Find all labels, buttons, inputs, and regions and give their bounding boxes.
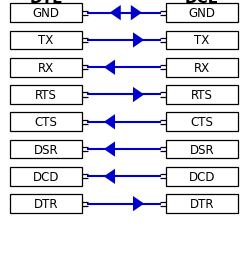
Text: TX: TX [38, 34, 54, 47]
Text: DSR: DSR [33, 143, 58, 156]
Text: DCE: DCE [185, 0, 219, 6]
Polygon shape [104, 115, 115, 130]
Bar [10, 167, 82, 186]
Polygon shape [131, 6, 142, 21]
Bar [166, 59, 238, 77]
Bar [166, 86, 238, 104]
Polygon shape [110, 6, 121, 21]
Bar [10, 4, 82, 23]
Bar [166, 4, 238, 23]
Text: DCD: DCD [189, 170, 215, 183]
Text: CTS: CTS [34, 116, 57, 129]
Text: DTE: DTE [29, 0, 63, 6]
Text: DTR: DTR [34, 197, 58, 210]
Bar [10, 195, 82, 213]
Polygon shape [133, 196, 144, 211]
Bar [166, 140, 238, 159]
Text: CTS: CTS [191, 116, 214, 129]
Bar [166, 195, 238, 213]
Bar [10, 113, 82, 132]
Text: TX: TX [194, 34, 210, 47]
Bar [10, 59, 82, 77]
Text: RTS: RTS [35, 89, 57, 102]
Polygon shape [133, 87, 144, 103]
Polygon shape [104, 142, 115, 157]
Bar [166, 113, 238, 132]
Bar [10, 86, 82, 104]
Bar [166, 31, 238, 50]
Bar [10, 140, 82, 159]
Text: DTR: DTR [190, 197, 214, 210]
Text: DSR: DSR [190, 143, 215, 156]
Text: RTS: RTS [191, 89, 213, 102]
Polygon shape [104, 60, 115, 75]
Polygon shape [133, 33, 144, 48]
Polygon shape [104, 169, 115, 184]
Bar [166, 167, 238, 186]
Text: RX: RX [38, 61, 54, 74]
Text: DCD: DCD [33, 170, 59, 183]
Text: GND: GND [32, 7, 59, 20]
Bar [10, 31, 82, 50]
Text: GND: GND [189, 7, 216, 20]
Text: RX: RX [194, 61, 210, 74]
